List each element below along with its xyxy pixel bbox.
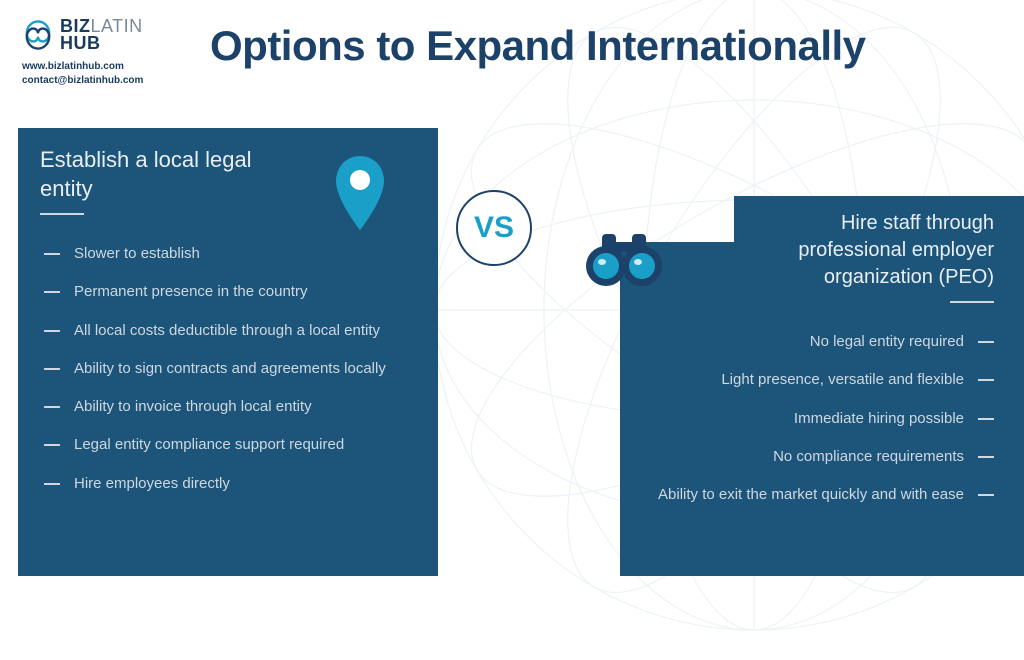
left-panel-title: Establish a local legal entity xyxy=(40,146,292,203)
logo-icon xyxy=(22,19,54,51)
title-underline xyxy=(950,301,994,303)
list-item: Ability to sign contracts and agreements… xyxy=(44,359,412,379)
logo-text: BIZLATIN HUB xyxy=(60,18,143,52)
contact-info: www.bizlatinhub.com contact@bizlatinhub.… xyxy=(22,60,143,87)
list-item: Slower to establish xyxy=(44,244,412,264)
list-item: All local costs deductible through a loc… xyxy=(44,321,412,341)
list-item: Ability to exit the market quickly and w… xyxy=(642,485,994,505)
list-item: Light presence, versatile and flexible xyxy=(642,370,994,390)
vs-badge: VS xyxy=(456,190,532,266)
list-item: Permanent presence in the country xyxy=(44,282,412,302)
list-item: Ability to invoice through local entity xyxy=(44,397,412,417)
left-panel-header: Establish a local legal entity xyxy=(18,128,314,224)
list-item: No compliance requirements xyxy=(642,447,994,467)
website-url: www.bizlatinhub.com xyxy=(22,60,143,74)
list-item: Hire employees directly xyxy=(44,474,412,494)
brand-logo: BIZLATIN HUB xyxy=(22,18,143,52)
contact-email: contact@bizlatinhub.com xyxy=(22,74,143,88)
binoculars-icon xyxy=(582,228,670,292)
list-item: No legal entity required xyxy=(642,332,994,352)
right-panel-header: Hire staff through professional employer… xyxy=(734,196,1024,316)
title-underline xyxy=(40,213,84,215)
list-item: Legal entity compliance support required xyxy=(44,435,412,455)
list-item: Immediate hiring possible xyxy=(642,409,994,429)
right-bullets: No legal entity required Light presence,… xyxy=(620,332,1024,523)
right-panel-title: Hire staff through professional employer… xyxy=(744,210,994,291)
vs-label: VS xyxy=(474,211,514,245)
left-bullets: Slower to establish Permanent presence i… xyxy=(18,244,438,512)
page-title: Options to Expand Internationally xyxy=(210,22,866,70)
location-pin-icon xyxy=(332,154,388,234)
